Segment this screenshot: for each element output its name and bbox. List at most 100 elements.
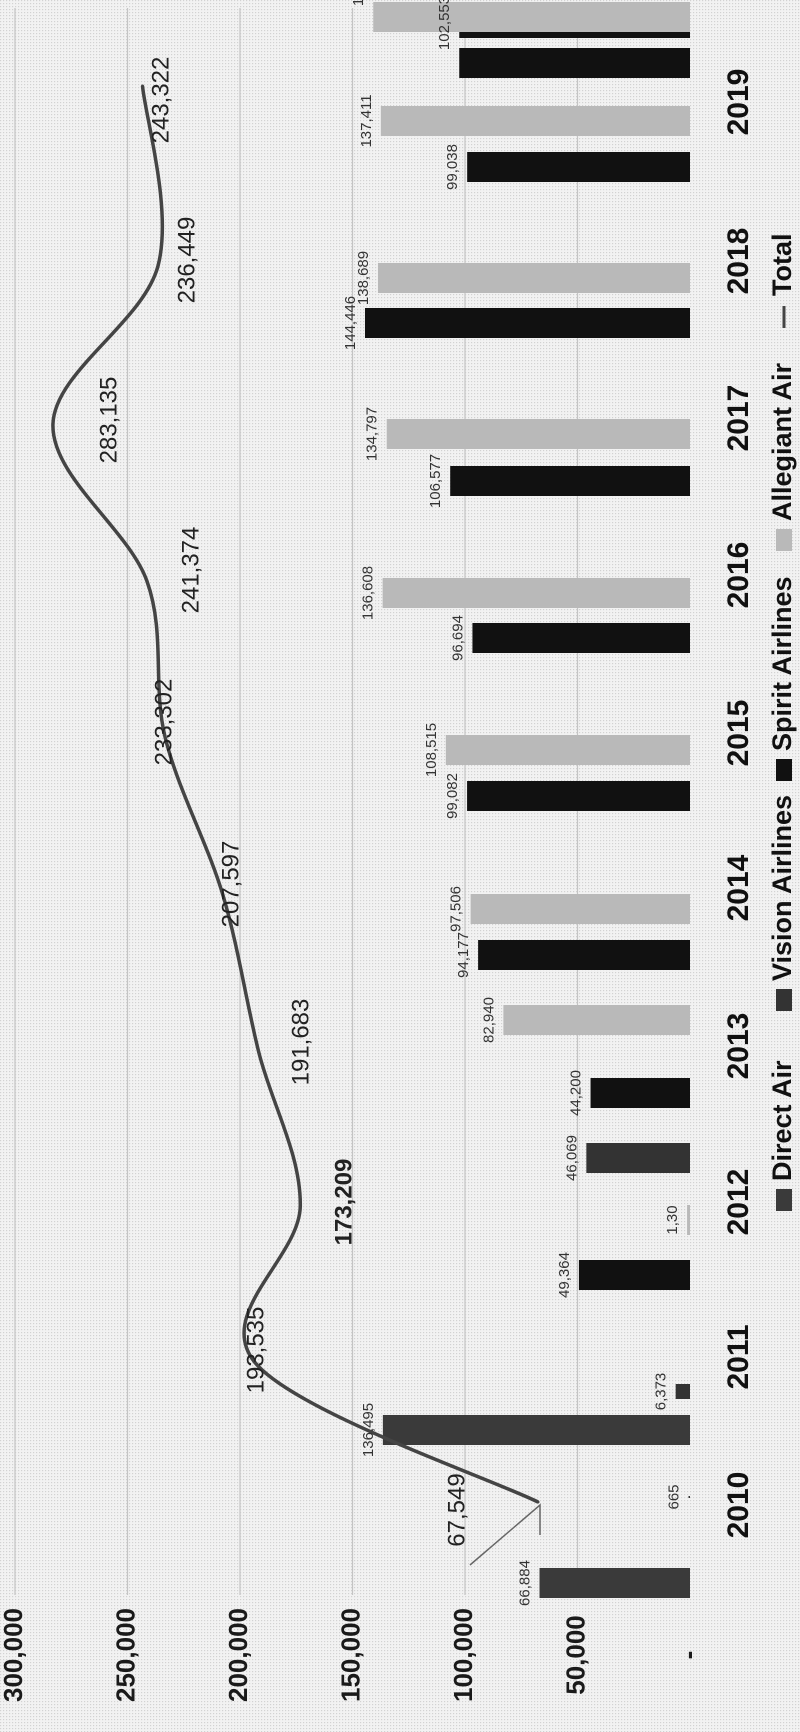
bar-spirit-2016 bbox=[450, 466, 690, 496]
bar-spirit-2011 bbox=[578, 1260, 690, 1290]
bar-label-allegiant-2016: 134,797 bbox=[364, 407, 381, 461]
legend: Direct Air Vision Airlines Spirit Airlines… bbox=[767, 234, 797, 1211]
bar-label-direct_air-2011: 136,495 bbox=[360, 1403, 377, 1457]
total-label-2012: 173,209 bbox=[330, 1159, 357, 1246]
bar-label-spirit-2015: 96,694 bbox=[449, 615, 466, 661]
bar-allegiant-2019-top bbox=[373, 2, 690, 32]
bar-label-allegiant-2011: 1,30 bbox=[664, 1205, 681, 1234]
bar-vision-2012 bbox=[586, 1143, 690, 1173]
bar-label-direct_air-2010: 66,884 bbox=[516, 1560, 533, 1606]
total-line bbox=[51, 84, 541, 1566]
total-label-2016: 241,374 bbox=[177, 527, 204, 614]
bar-allegiant-2013 bbox=[470, 894, 690, 924]
legend-label-vision: Vision Airlines bbox=[767, 795, 797, 981]
total-line-path bbox=[51, 85, 539, 1504]
total-label-2019: 243,322 bbox=[147, 57, 174, 144]
legend-label-spirit: Spirit Airlines bbox=[767, 576, 797, 751]
bar-label-vision-2010: 665 bbox=[665, 1484, 682, 1509]
total-label-leader bbox=[469, 1503, 541, 1566]
total-point-2010 bbox=[536, 1500, 540, 1504]
y-tick-label: 200,000 bbox=[223, 1608, 253, 1702]
total-point-2019 bbox=[141, 84, 145, 88]
data-labels: 66,884 665 136,495 6,373 49,364 1,30 46,069 44,… bbox=[95, 0, 682, 1606]
total-label-2017: 283,135 bbox=[95, 377, 122, 464]
bar-allegiant-2017 bbox=[377, 263, 690, 293]
bars bbox=[364, 2, 690, 1598]
total-label-2018: 236,449 bbox=[173, 217, 200, 304]
bar-vision-2011 bbox=[675, 1384, 690, 1399]
bar-allegiant-2012 bbox=[503, 1005, 690, 1035]
x-tick-label-2017: 2017 bbox=[722, 385, 755, 452]
bar-label-spirit-2019: 102,553 bbox=[436, 0, 453, 50]
bar-allegiant-2016 bbox=[386, 419, 690, 449]
y-tick-label: 100,000 bbox=[448, 1608, 478, 1702]
x-tick-label-2019: 2019 bbox=[722, 69, 755, 136]
bar-label-spirit-2014: 99,082 bbox=[444, 773, 461, 819]
legend-swatch-allegiant bbox=[776, 529, 792, 551]
x-tick-label-2011: 2011 bbox=[722, 1324, 755, 1389]
x-tick-label-2012: 2012 bbox=[722, 1169, 755, 1236]
bar-allegiant-2018 bbox=[380, 106, 690, 136]
total-point-2014 bbox=[221, 893, 225, 897]
bar-spirit-2013 bbox=[478, 940, 690, 970]
x-tick-label-2015: 2015 bbox=[722, 700, 755, 767]
bar-label-spirit-2013: 94,177 bbox=[455, 932, 472, 978]
bar-label-vision-2011: 6,373 bbox=[653, 1373, 670, 1411]
bar-spirit-2019-top bbox=[459, 48, 690, 78]
x-tick-label-2014: 2014 bbox=[722, 854, 755, 921]
bar-label-allegiant-2017: 138,689 bbox=[355, 251, 372, 305]
legend-label-direct_air: Direct Air bbox=[767, 1060, 797, 1181]
bar-allegiant-2011 bbox=[687, 1205, 690, 1235]
bar-direct_air-2011 bbox=[382, 1415, 690, 1445]
total-label-2014: 207,597 bbox=[217, 841, 244, 928]
total-point-2011 bbox=[253, 1360, 257, 1364]
bar-label-allegiant-2019: 140,769 bbox=[350, 0, 367, 6]
x-tick-label-2013: 2013 bbox=[722, 1013, 755, 1080]
bar-spirit-2017 bbox=[364, 308, 690, 338]
bar-spirit-2018 bbox=[467, 152, 690, 182]
bar-allegiant-2015 bbox=[382, 578, 690, 608]
total-label-2011: 193,535 bbox=[242, 1307, 269, 1394]
y-tick-label: 150,000 bbox=[335, 1608, 365, 1702]
bar-label-spirit-2011: 49,364 bbox=[556, 1252, 573, 1298]
bar-spirit-2015 bbox=[472, 623, 690, 653]
bar-label-allegiant-2015: 136,608 bbox=[360, 566, 377, 620]
total-point-2016 bbox=[145, 579, 149, 583]
bar-vision-2010 bbox=[688, 1496, 690, 1498]
bar-direct_air-2010 bbox=[539, 1568, 690, 1598]
x-tick-label-2018: 2018 bbox=[722, 228, 755, 295]
total-point-2015 bbox=[163, 735, 167, 739]
legend-swatch-direct_air bbox=[776, 1189, 792, 1211]
y-tick-label: 50,000 bbox=[560, 1615, 590, 1695]
total-point-2017 bbox=[51, 422, 55, 426]
bar-label-vision-2012: 46,069 bbox=[563, 1135, 580, 1181]
bar-label-allegiant-2013: 97,506 bbox=[448, 886, 465, 932]
bar-label-allegiant-2012: 82,940 bbox=[480, 997, 497, 1043]
y-tick-label: 300,000 bbox=[0, 1608, 28, 1702]
bar-spirit-2012 bbox=[590, 1078, 690, 1108]
bar-label-spirit-2012: 44,200 bbox=[568, 1070, 585, 1116]
legend-swatch-spirit bbox=[776, 759, 792, 781]
bar-label-allegiant-2018: 137,411 bbox=[358, 94, 375, 147]
y-tick-label: 250,000 bbox=[110, 1608, 140, 1702]
bar-label-spirit-2016: 106,577 bbox=[427, 454, 444, 508]
bar-spirit-2014 bbox=[467, 781, 690, 811]
category-axis: 2010 2011 2012 2013 2014 2015 2016 2017 2018 2019 bbox=[722, 69, 755, 1539]
legend-label-allegiant: Allegiant Air bbox=[767, 362, 797, 521]
x-tick-label-2010: 2010 bbox=[722, 1472, 755, 1539]
total-label-2015: 233,302 bbox=[150, 679, 177, 766]
x-tick-label-2016: 2016 bbox=[722, 542, 755, 609]
y-tick-label: - bbox=[673, 1651, 703, 1660]
total-point-2012 bbox=[298, 1204, 302, 1208]
value-axis: - 50,000 100,000 150,000 200,000 250,000 300,0… bbox=[0, 1608, 703, 1702]
bar-allegiant-2014 bbox=[445, 735, 690, 765]
bar-label-spirit-2017: 144,446 bbox=[342, 296, 359, 350]
total-label-2010: 67,549 bbox=[443, 1473, 470, 1546]
total-point-2013 bbox=[257, 1050, 261, 1054]
total-point-2018 bbox=[156, 264, 160, 268]
bar-label-spirit-2018: 99,038 bbox=[444, 144, 461, 190]
bar-label-allegiant-2014: 108,515 bbox=[423, 723, 440, 777]
legend-label-total: Total bbox=[767, 234, 797, 297]
